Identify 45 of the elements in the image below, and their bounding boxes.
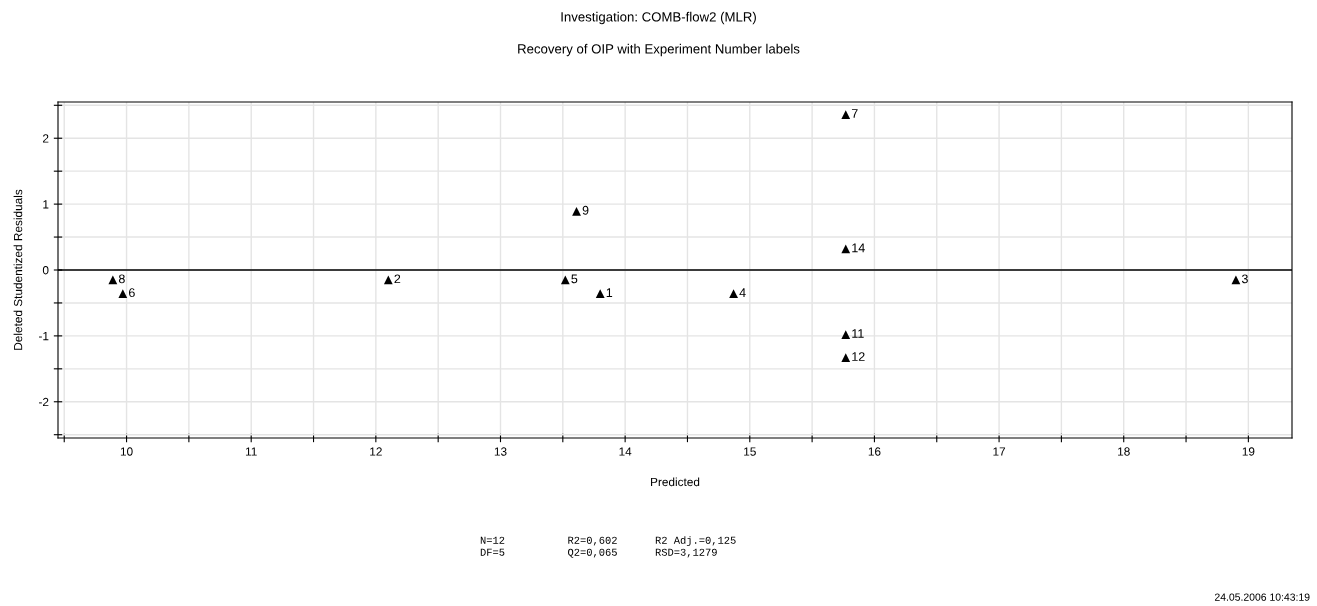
y-tick-label: 1 — [43, 200, 49, 209]
point — [108, 275, 118, 285]
point — [841, 110, 851, 119]
annotation: 2 — [394, 274, 401, 284]
point — [841, 353, 851, 363]
annotation: 8 — [118, 274, 125, 284]
point — [1231, 275, 1241, 285]
point — [729, 289, 738, 299]
annotation: 12 — [852, 352, 865, 361]
annotation: 3 — [1241, 274, 1248, 284]
x-tick-label: 11 — [245, 447, 257, 456]
y-tick-label: -2 — [39, 397, 49, 407]
chart-subtitle: Recovery of OIP with Experiment Number labels — [518, 43, 800, 57]
point — [572, 206, 581, 216]
x-tick-label: 14 — [619, 447, 632, 456]
y-axis-title: Deleted Studentized Residuals — [13, 189, 23, 350]
point — [383, 275, 393, 285]
x-tick-label: 16 — [868, 447, 881, 456]
y-tick-label: 0 — [42, 266, 49, 275]
y-tick-label: -1 — [39, 332, 49, 341]
annotation: 4 — [739, 288, 746, 297]
y-tick-label: 2 — [43, 134, 49, 143]
x-tick-label: 18 — [1118, 447, 1130, 456]
x-tick-label: 19 — [1242, 447, 1255, 456]
annotation: 11 — [852, 329, 864, 338]
x-tick-label: 17 — [993, 447, 1006, 456]
x-tick-label: 10 — [120, 447, 133, 456]
annotation: 1 — [606, 288, 613, 297]
point — [595, 289, 605, 299]
chart-title: Investigation: COMB-flow2 (MLR) — [561, 11, 756, 25]
x-tick-label: 15 — [744, 447, 756, 456]
x-axis-title: Predicted — [651, 477, 700, 487]
point — [841, 330, 851, 339]
annotation: 9 — [582, 205, 589, 215]
text: 24.05.2006 10:43:19 — [1214, 593, 1310, 601]
annotation: 6 — [129, 288, 135, 298]
point — [118, 289, 128, 299]
annotation: 7 — [851, 109, 858, 118]
annotation: 5 — [571, 274, 578, 284]
x-tick-label: 13 — [494, 447, 507, 456]
annotation: 14 — [852, 243, 865, 253]
text: N=12 R2=0,602 R2 Adj.=0,125 DF=5 Q2=0,065 RSD=3,1279 — [480, 536, 736, 558]
x-tick-label: 12 — [370, 447, 382, 456]
point — [560, 275, 570, 285]
point — [841, 244, 851, 254]
